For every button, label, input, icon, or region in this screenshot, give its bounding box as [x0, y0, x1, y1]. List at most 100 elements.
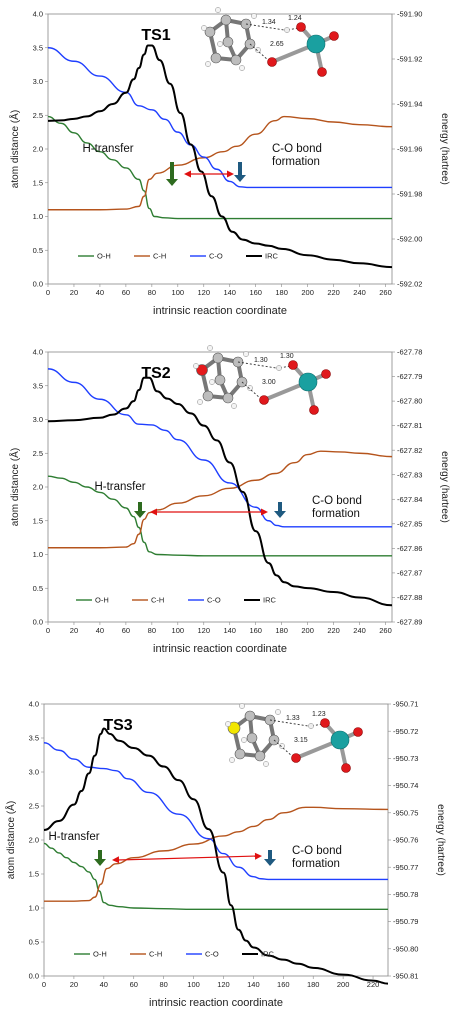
hydrogen-atom — [279, 743, 285, 749]
legend-label-o-h: O-H — [97, 252, 111, 261]
x-tick-label: 40 — [96, 288, 104, 297]
y-axis-label-left: atom distance (Å) — [4, 801, 17, 879]
y-left-tick-label: 2.5 — [29, 802, 39, 811]
hydrogen-atom — [251, 13, 257, 19]
hydrogen-atom — [225, 721, 231, 727]
y-right-tick-label: -950.81 — [393, 972, 418, 981]
legend-label-c-h: C-H — [151, 596, 164, 605]
transfer-hydrogen — [284, 27, 290, 33]
ring-atom — [222, 392, 234, 404]
y-right-tick-label: -950.71 — [393, 700, 418, 709]
legend-label-irc: IRC — [265, 252, 279, 261]
distance-label-ch: 1.34 — [262, 19, 276, 26]
y-left-tick-label: 0.5 — [33, 246, 43, 255]
hydrogen-atom — [243, 351, 249, 357]
ring-atom — [230, 54, 242, 66]
ring-atom — [244, 710, 256, 722]
distance-label-oh: 1.24 — [288, 15, 302, 22]
ring-atom — [220, 14, 232, 26]
co-bond-label-line1: C-O bond — [312, 495, 362, 507]
y-right-tick-label: -950.72 — [393, 727, 418, 736]
x-tick-label: 260 — [379, 288, 392, 297]
hydrogen-atom — [209, 379, 215, 385]
y-right-tick-label: -950.73 — [393, 754, 418, 763]
h-transfer-label: H-transfer — [82, 143, 133, 155]
x-tick-label: 60 — [122, 288, 130, 297]
molecule-structure: 1.33 1.23 3.15 — [225, 703, 363, 773]
oxygen-atom — [353, 727, 363, 737]
x-tick-label: 200 — [301, 288, 314, 297]
ring-atom — [214, 374, 226, 386]
x-tick-label: 0 — [46, 626, 50, 635]
series-line-irc — [47, 376, 393, 607]
oxygen-atom — [329, 31, 339, 41]
ring-atom — [196, 364, 208, 376]
ring-atom — [246, 732, 258, 744]
legend-label-c-o: C-O — [207, 596, 221, 605]
blue-arrow-icon — [234, 162, 246, 182]
y-axis-label-right: energy (hartree) — [439, 451, 450, 523]
x-tick-label: 100 — [172, 288, 185, 297]
x-tick-label: 40 — [100, 980, 108, 989]
x-tick-label: 180 — [275, 288, 288, 297]
x-tick-label: 120 — [198, 626, 211, 635]
y-left-tick-label: 1.5 — [29, 870, 39, 879]
ring-atom — [204, 26, 216, 38]
dashed-bond-c-o — [249, 43, 269, 61]
rhenium-atom — [330, 730, 350, 750]
oxygen-atom — [288, 360, 298, 370]
molecule-structure: 1.30 1.30 3.00 — [193, 345, 331, 415]
y-left-tick-label: 3.5 — [33, 43, 43, 52]
distance-label-co: 2.65 — [270, 41, 284, 48]
y-right-tick-label: -627.86 — [397, 544, 422, 553]
blue-arrow-icon — [274, 502, 286, 518]
series-line-o-h — [43, 842, 388, 911]
red-arrowhead-right — [261, 508, 268, 516]
y-left-tick-label: 1.5 — [33, 516, 43, 525]
molecule-structure: 1.34 1.24 2.65 — [201, 7, 339, 77]
dashed-bond-c-h — [269, 719, 309, 727]
y-left-tick-label: 2.5 — [33, 449, 43, 458]
x-tick-label: 40 — [96, 626, 104, 635]
hydrogen-atom — [241, 737, 247, 743]
y-right-tick-label: -950.74 — [393, 781, 418, 790]
green-arrow-icon — [166, 162, 178, 186]
series-line-c-h — [44, 806, 389, 902]
co-bond-label-line1: C-O bond — [272, 143, 322, 155]
chart-panel-ts1: 0.0 0.5 1.0 1.5 2.0 2.5 3.0 3.5 4.0 -591.90 -591.9… — [8, 7, 450, 317]
hydrogen-atom — [215, 7, 221, 13]
h-transfer-label: H-transfer — [94, 481, 145, 493]
oxygen-atom — [320, 718, 330, 728]
x-tick-label: 220 — [327, 288, 340, 297]
oxygen-atom — [267, 57, 277, 67]
x-tick-label: 140 — [223, 626, 236, 635]
oxygen-atom — [317, 67, 327, 77]
x-tick-label: 220 — [367, 980, 380, 989]
y-right-tick-label: -592.02 — [397, 280, 422, 289]
red-arrowhead-left — [112, 856, 120, 864]
y-right-tick-label: -627.82 — [397, 446, 422, 455]
x-axis-label: intrinsic reaction coordinate — [153, 305, 287, 317]
x-tick-label: 0 — [46, 288, 50, 297]
co-bond-label-line1: C-O bond — [292, 845, 342, 857]
legend-label-o-h: O-H — [95, 596, 109, 605]
x-tick-label: 80 — [148, 288, 156, 297]
x-tick-label: 200 — [301, 626, 314, 635]
series-line-c-h — [48, 450, 393, 549]
ring-atom — [254, 750, 266, 762]
x-tick-label: 240 — [353, 288, 366, 297]
x-tick-label: 180 — [307, 980, 320, 989]
y-right-tick-label: -950.77 — [393, 863, 418, 872]
y-left-tick-label: 2.0 — [33, 145, 43, 154]
hydrogen-atom — [255, 47, 261, 53]
y-left-tick-label: 0.0 — [33, 618, 43, 627]
x-axis-label: intrinsic reaction coordinate — [153, 643, 287, 655]
y-right-tick-label: -591.90 — [397, 10, 422, 19]
x-tick-label: 20 — [70, 980, 78, 989]
hydrogen-atom — [207, 345, 213, 351]
x-tick-label: 160 — [277, 980, 290, 989]
oxygen-atom — [321, 369, 331, 379]
y-left-tick-label: 1.0 — [33, 212, 43, 221]
